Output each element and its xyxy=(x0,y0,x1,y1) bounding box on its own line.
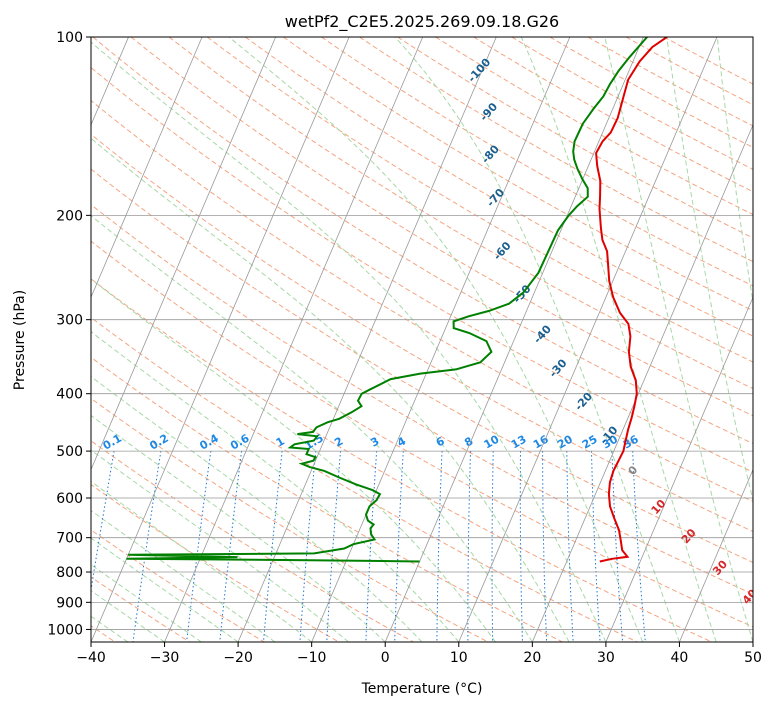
mixing-ratio-line xyxy=(132,451,162,642)
moist-adiabat-line xyxy=(91,215,533,642)
moist-adiabat-line xyxy=(228,37,644,642)
dry-adiabat-line xyxy=(92,37,753,445)
isotherm-line xyxy=(384,37,644,642)
x-tick-label: −20 xyxy=(223,650,253,666)
chart-title: wetPf2_C2E5.2025.269.09.18.G26 xyxy=(285,12,559,32)
profiles xyxy=(126,37,668,563)
isotherm-line xyxy=(458,37,718,642)
moist-adiabat-line xyxy=(520,37,717,642)
y-tick-label: 200 xyxy=(56,208,83,224)
x-tick-label: 40 xyxy=(671,650,689,666)
y-tick-label: 300 xyxy=(56,313,83,329)
dry-adiabat-line xyxy=(91,576,190,642)
mixing-ratio-line xyxy=(326,451,342,642)
moist-adiabat-line xyxy=(91,449,349,642)
dry-adiabat-line xyxy=(91,316,638,642)
moist-adiabat-line xyxy=(91,414,386,642)
moist-adiabat-line xyxy=(604,37,753,642)
isotherm-line xyxy=(311,37,571,642)
isotherm-line xyxy=(752,640,753,642)
dry-adiabat-line xyxy=(91,278,713,642)
isotherm-line xyxy=(91,37,203,299)
mixing-ratio-line xyxy=(263,451,283,642)
isobars xyxy=(91,37,753,630)
y-tick-label: 500 xyxy=(56,444,83,460)
mixing-ratio-line xyxy=(519,451,523,642)
moist-adiabat-line xyxy=(91,137,570,642)
dry-adiabat-line xyxy=(91,99,753,503)
plot-frame xyxy=(90,36,754,643)
mixing-ratio-line xyxy=(299,451,317,642)
y-tick-label: 600 xyxy=(56,491,83,507)
x-tick-label: −30 xyxy=(150,650,180,666)
mixing-ratio-line xyxy=(591,451,601,642)
y-axis: 100 200 300 400 500 600 700 800 900 1000 xyxy=(47,30,91,638)
mixing-ratio-line xyxy=(394,451,404,642)
mixing-ratio-line xyxy=(611,451,624,642)
dry-adiabat-line xyxy=(206,37,753,363)
x-axis-title: Temperature (°C) xyxy=(361,681,483,697)
y-tick-label: 700 xyxy=(56,531,83,547)
dry-adiabat-line xyxy=(91,240,753,628)
moist-adiabat-line xyxy=(91,375,423,642)
dry-adiabat-line xyxy=(91,66,753,473)
dry-adiabat-line xyxy=(91,483,340,642)
mixing-ratio-line xyxy=(219,451,243,642)
mixing-ratio-line xyxy=(186,451,212,642)
isotherm-line xyxy=(531,123,753,642)
dewpoint-line xyxy=(126,37,648,563)
dry-adiabat-line xyxy=(91,204,753,595)
x-tick-label: −10 xyxy=(297,650,327,666)
mixing-ratio-line xyxy=(542,451,548,642)
plot-background xyxy=(91,37,753,642)
x-tick-label: 10 xyxy=(450,650,468,666)
moist-adiabat-line xyxy=(91,278,496,642)
y-tick-label: 800 xyxy=(56,565,83,581)
x-tick-label: 20 xyxy=(523,650,541,666)
isotherm-line xyxy=(91,37,350,642)
dry-adiabat-line xyxy=(91,356,563,642)
dry-adiabats xyxy=(91,37,753,642)
mixing-ratio-line xyxy=(566,451,574,642)
y-axis-title: Pressure (hPa) xyxy=(12,290,28,390)
dry-adiabat-line xyxy=(245,37,753,337)
moist-adiabat-line xyxy=(91,537,239,642)
mixing-ratio-line xyxy=(436,451,443,642)
y-tick-label: 900 xyxy=(56,595,83,611)
isotherms xyxy=(91,37,753,642)
isotherm-line xyxy=(237,37,497,642)
moist-adiabat-line xyxy=(91,589,165,642)
moist-adiabat-line xyxy=(666,37,753,503)
temperature-line xyxy=(595,37,668,563)
moist-adiabat-line xyxy=(716,37,753,305)
moist-adiabats xyxy=(91,37,753,642)
y-tick-label: 100 xyxy=(56,30,83,46)
moist-adiabat-line xyxy=(91,331,460,642)
dry-adiabat-line xyxy=(91,529,265,642)
x-tick-label: −40 xyxy=(76,650,106,666)
x-tick-label: 50 xyxy=(744,650,762,666)
dry-adiabat-line xyxy=(91,133,753,533)
y-tick-label: 400 xyxy=(56,387,83,403)
isotherm-line xyxy=(605,296,753,642)
mixing-ratio-line xyxy=(467,451,472,642)
mixing-ratio-line xyxy=(365,451,378,642)
x-tick-label: 0 xyxy=(381,650,390,666)
isotherm-line xyxy=(679,468,753,642)
x-axis: −40 −30 −20 −10 0 10 20 30 40 50 xyxy=(76,642,762,666)
moist-adiabat-line xyxy=(394,37,680,642)
dry-adiabat-line xyxy=(91,397,489,642)
isotherm-line xyxy=(91,37,276,471)
isotherm-line xyxy=(164,37,424,642)
moist-adiabat-line xyxy=(91,563,202,642)
y-tick-label: 1000 xyxy=(47,622,83,638)
x-tick-label: 30 xyxy=(597,650,615,666)
